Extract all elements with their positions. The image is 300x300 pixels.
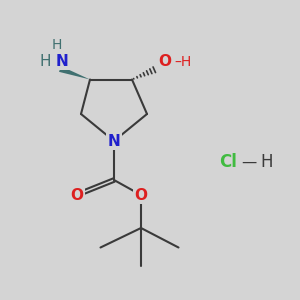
Text: Cl: Cl	[219, 153, 237, 171]
Text: H: H	[261, 153, 273, 171]
Text: H: H	[51, 38, 62, 52]
Text: –H: –H	[175, 55, 192, 68]
Polygon shape	[59, 66, 90, 80]
Text: O: O	[134, 188, 148, 202]
Text: O: O	[70, 188, 83, 202]
Text: N: N	[56, 54, 68, 69]
Text: N: N	[108, 134, 120, 148]
Text: O: O	[158, 54, 172, 69]
Text: H: H	[40, 54, 51, 69]
Text: —: —	[242, 154, 256, 169]
